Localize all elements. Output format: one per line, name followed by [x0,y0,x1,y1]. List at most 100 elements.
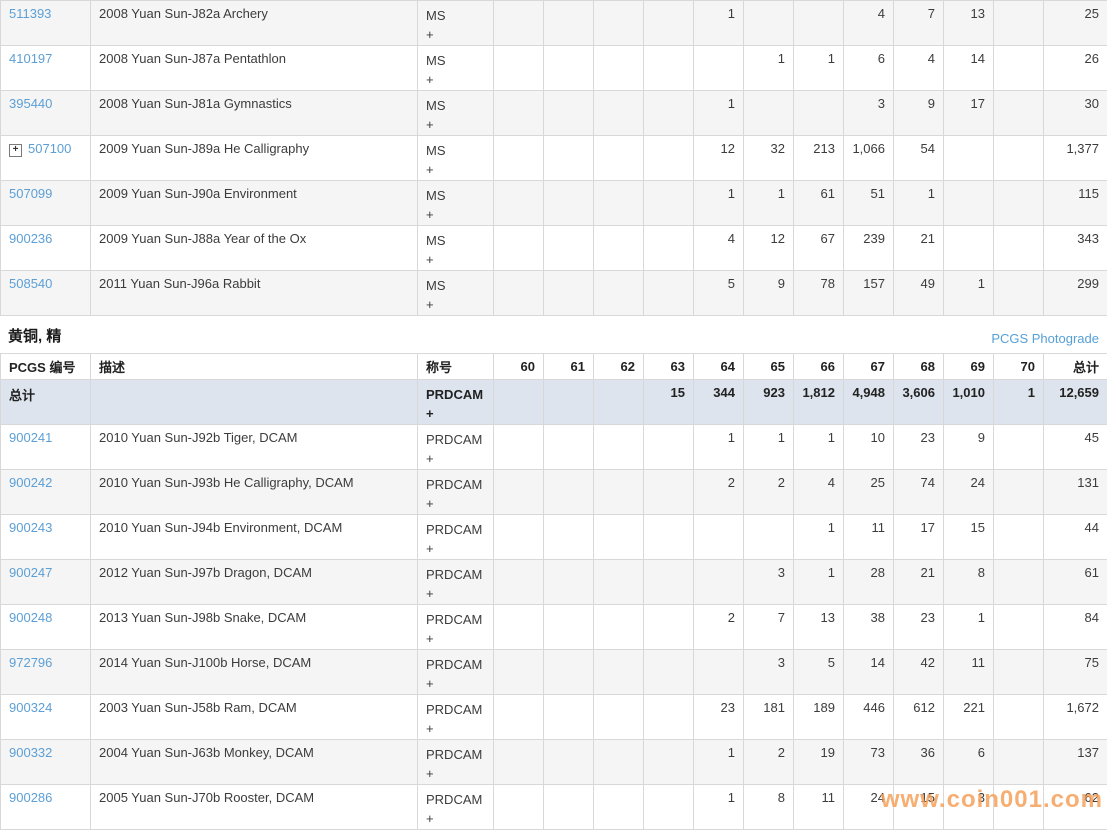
grade-count-cell [993,559,1044,605]
row-total-cell: 137 [1043,739,1107,785]
grade-count-cell [543,649,594,695]
grade-count-cell [943,225,994,271]
pcgs-number-cell: 900236 [0,225,91,271]
grade-count-cell: 11 [943,649,994,695]
grade-count-cell: 21 [893,225,944,271]
designation-text: MS [426,278,446,293]
pcgs-number-link[interactable]: 508540 [9,276,53,291]
grade-column-header: 65 [743,353,794,380]
designation-cell: PRDCAM + [417,424,494,470]
description-cell: 2008 Yuan Sun-J82a Archery [90,0,418,46]
grade-column-header: 70 [993,353,1044,380]
grade-count-cell: 54 [893,135,944,181]
designation-text: PRDCAM [426,612,483,627]
grade-count-cell [993,135,1044,181]
grade-count-cell: 9 [743,270,794,316]
grade-count-cell [643,559,694,605]
table-row: 900324 2003 Yuan Sun-J58b Ram, DCAM PRDCAM… [0,694,1107,740]
grade-column-header: 60 [493,353,544,380]
grade-count-cell [543,604,594,650]
grade-count-cell [693,559,744,605]
table-row: 395440 2008 Yuan Sun-J81a Gymnastics MS +1 3… [0,90,1107,136]
grade-count-cell [493,469,544,515]
table-row: 972796 2014 Yuan Sun-J100b Horse, DCAM PRD… [0,649,1107,695]
grade-count-cell: 6 [943,739,994,785]
pcgs-number-header: PCGS 编号 [0,353,91,380]
description-cell: 2010 Yuan Sun-J92b Tiger, DCAM [90,424,418,470]
row-total-cell: 131 [1043,469,1107,515]
grade-count-cell [643,514,694,560]
grade-count-cell: 36 [893,739,944,785]
grade-count-cell [543,559,594,605]
grade-count-cell: 1,066 [843,135,894,181]
grade-count-cell: 49 [893,270,944,316]
pcgs-number-cell: 900324 [0,694,91,740]
pcgs-number-link[interactable]: 900242 [9,475,53,490]
grade-column-header: 61 [543,353,594,380]
pcgs-number-link[interactable]: 900236 [9,231,53,246]
description-cell: 2014 Yuan Sun-J100b Horse, DCAM [90,649,418,695]
designation-plus: + [426,721,434,736]
pcgs-photograde-link[interactable]: PCGS Photograde [991,331,1099,346]
designation-header: 称号 [417,353,494,380]
grade-count-cell: 17 [943,90,994,136]
grade-count-cell [643,739,694,785]
grade-count-cell: 181 [743,694,794,740]
grade-count-cell: 157 [843,270,894,316]
designation-plus: + [426,207,434,222]
designation-plus: + [426,27,434,42]
pcgs-number-link[interactable]: 395440 [9,96,53,111]
grade-count-cell [543,469,594,515]
pcgs-number-link[interactable]: 511393 [9,6,52,21]
designation-text: MS [426,233,446,248]
grade-count-cell: 1 [943,270,994,316]
pcgs-number-link[interactable]: 900243 [9,520,53,535]
pcgs-number-link[interactable]: 900286 [9,790,53,805]
grade-count-cell: 67 [793,225,844,271]
pcgs-number-link[interactable]: 900324 [9,700,53,715]
table-row: 511393 2008 Yuan Sun-J82a Archery MS +1 4 7 13… [0,0,1107,46]
designation-plus: + [426,252,434,267]
description-cell: 2005 Yuan Sun-J70b Rooster, DCAM [90,784,418,830]
grade-count-cell: 1 [793,559,844,605]
grade-count-cell [493,135,544,181]
pcgs-number-link[interactable]: 972796 [9,655,53,670]
grade-count-cell: 189 [793,694,844,740]
grade-count-cell: 213 [793,135,844,181]
designation-plus: + [426,451,434,466]
grade-count-cell [593,469,644,515]
grade-count-cell [743,0,794,46]
designation-text: PRDCAM [426,432,483,447]
grade-count-cell [943,180,994,226]
pcgs-number-link[interactable]: 507100 [28,141,72,156]
grade-count-cell: 24 [843,784,894,830]
designation-plus: + [426,72,434,87]
expand-icon[interactable]: + [9,144,22,157]
grade-count-cell [593,180,644,226]
grade-count-cell [493,45,544,91]
row-total-cell: 115 [1043,180,1107,226]
grade-count-cell: 42 [893,649,944,695]
grade-count-cell [993,604,1044,650]
designation-cell: PRDCAM + [417,784,494,830]
grade-column-header: 69 [943,353,994,380]
pcgs-number-link[interactable]: 410197 [9,51,53,66]
designation-plus: + [426,162,434,177]
grade-count-cell: 8 [743,784,794,830]
grade-count-cell [493,739,544,785]
pcgs-number-link[interactable]: 900247 [9,565,53,580]
pcgs-number-link[interactable]: 900332 [9,745,53,760]
grade-count-cell: 15 [643,379,694,425]
grade-count-cell: 1 [693,0,744,46]
grade-count-cell [643,90,694,136]
grade-count-cell: 5 [693,270,744,316]
grade-count-cell [643,469,694,515]
pcgs-number-link[interactable]: 900248 [9,610,53,625]
pcgs-number-link[interactable]: 900241 [9,430,53,445]
grade-count-cell: 21 [893,559,944,605]
grade-count-cell [543,225,594,271]
grade-count-cell: 78 [793,270,844,316]
grade-count-cell: 11 [843,514,894,560]
pcgs-number-link[interactable]: 507099 [9,186,53,201]
designation-text: PRDCAM [426,387,484,402]
